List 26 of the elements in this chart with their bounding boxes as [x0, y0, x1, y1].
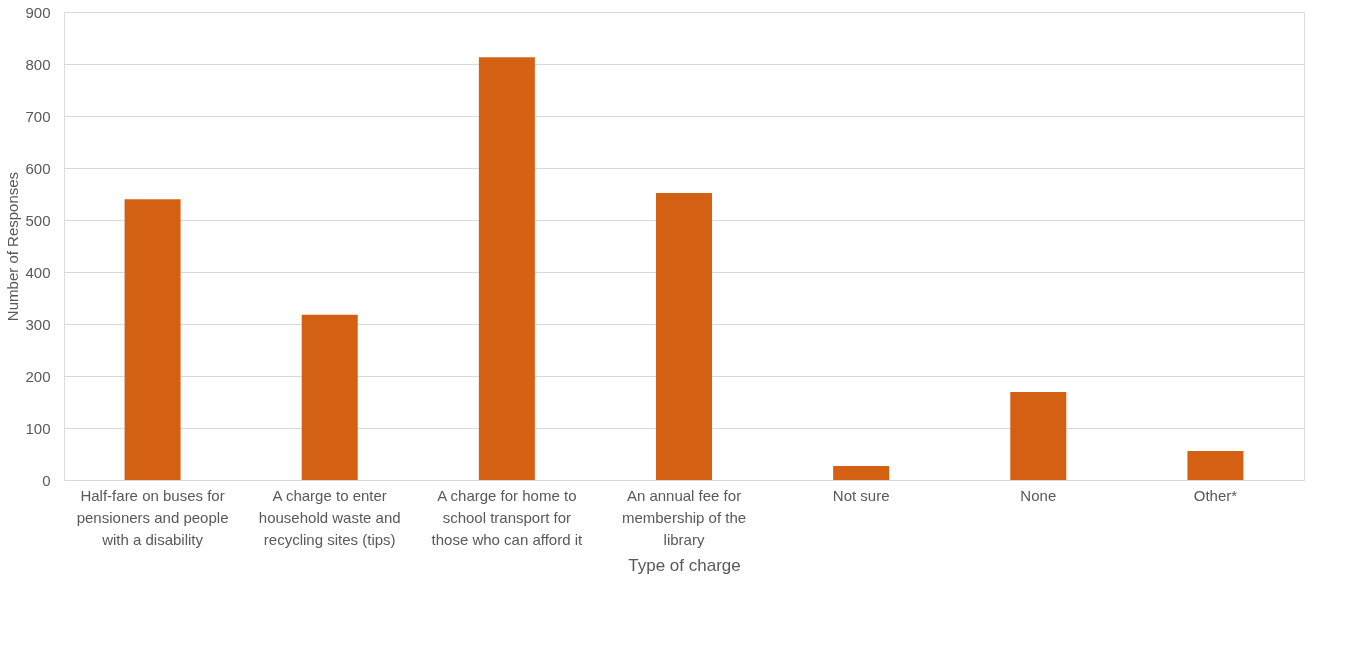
- bar: [478, 57, 535, 480]
- y-tick-label: 900: [25, 3, 51, 21]
- x-tick-label: A charge for home to school transport for those who can afford it: [431, 486, 584, 548]
- y-axis-title: Number of Responses: [4, 171, 22, 322]
- y-tick-label: 700: [25, 107, 51, 125]
- y-tick-label: 500: [25, 211, 51, 229]
- x-tick-label: A charge to enter household waste and recycling sites (tips): [258, 486, 401, 548]
- x-tick-label: None: [1020, 486, 1057, 504]
- x-tick-label: Half-fare on buses for pensioners and people with a disability: [76, 486, 229, 548]
- y-tick-label: 300: [25, 315, 51, 333]
- bar: [1187, 450, 1244, 480]
- bar: [833, 465, 890, 480]
- x-tick-label: An annual fee for membership of the library: [621, 486, 747, 548]
- bar: [656, 192, 712, 480]
- y-tick-label: 100: [25, 419, 51, 437]
- y-tick-label: 600: [25, 159, 51, 177]
- y-tick-label: 200: [25, 367, 51, 385]
- x-tick-label: Other*: [1193, 486, 1238, 504]
- y-tick-label: 0: [42, 471, 51, 489]
- bar: [124, 199, 181, 480]
- x-axis-title: Type of charge: [628, 555, 741, 575]
- y-tick-label: 800: [25, 55, 51, 73]
- x-tick-label: Not sure: [832, 486, 890, 504]
- bar: [1010, 392, 1067, 480]
- bar: [301, 314, 358, 480]
- y-tick-label: 400: [25, 263, 51, 281]
